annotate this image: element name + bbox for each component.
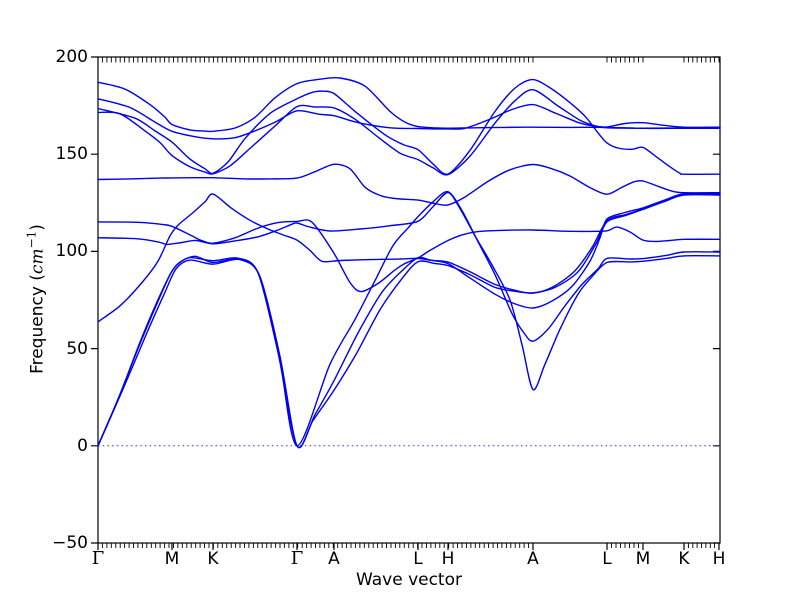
x-tick-label-2-K: K <box>207 549 219 569</box>
x-axis-label: Wave vector <box>356 570 462 590</box>
y-axis-label-text: Frequency ( <box>27 274 48 374</box>
y-major-ticks <box>91 56 720 544</box>
band-8 <box>97 193 721 323</box>
band-4 <box>97 88 721 176</box>
y-axis-exponent: −1 <box>24 230 39 249</box>
y-tick-label-50: 50 <box>66 338 88 359</box>
y-tick-label-0: 0 <box>77 435 88 456</box>
x-tick-label-5-L: L <box>413 549 423 569</box>
band-1 <box>97 76 721 133</box>
x-tick-label-4-A: A <box>328 549 340 569</box>
y-tick-label-−50: −50 <box>52 533 88 553</box>
x-tick-label-3-Γ: Γ <box>290 548 304 569</box>
x-tick-label-0-Γ: Γ <box>91 548 105 569</box>
band-10 <box>97 192 721 449</box>
minor-ticks <box>97 57 720 548</box>
x-tick-label-6-H: H <box>441 549 455 569</box>
y-tick-label-200: 200 <box>55 47 88 67</box>
x-tick-label-11-H: H <box>712 549 726 569</box>
x-tick-label-8-L: L <box>602 549 612 569</box>
band-9 <box>97 190 721 447</box>
band-5 <box>97 163 721 206</box>
band-6 <box>97 219 721 293</box>
band-11 <box>97 193 721 449</box>
x-tick-label-9-M: M <box>635 549 651 569</box>
x-tick-label-1-M: M <box>164 549 180 569</box>
band-2 <box>97 98 721 140</box>
y-tick-label-100: 100 <box>55 241 88 262</box>
y-axis-label-suffix: ) <box>27 224 48 231</box>
x-major-ticks <box>97 543 720 550</box>
x-tick-label-10-K: K <box>678 549 690 569</box>
x-tick-label-7-A: A <box>527 549 539 569</box>
band-7 <box>97 191 721 391</box>
y-tick-label-150: 150 <box>55 144 88 165</box>
band-3 <box>97 78 721 175</box>
